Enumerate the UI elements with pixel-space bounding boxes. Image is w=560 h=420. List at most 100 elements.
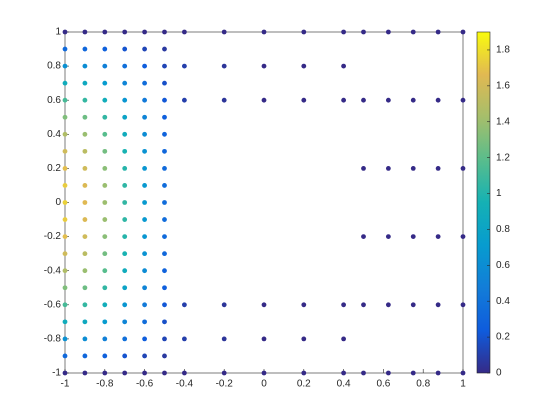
scatter-point (82, 200, 88, 205)
scatter-point (142, 29, 148, 35)
scatter-point (435, 302, 441, 308)
scatter-point (122, 370, 128, 376)
scatter-point (102, 353, 108, 359)
scatter-point (301, 29, 307, 35)
colorbar-tick-label: 1.2 (496, 152, 510, 163)
colorbar-tick-label: 1 (496, 188, 502, 199)
scatter-point (162, 302, 167, 308)
scatter-point (385, 370, 391, 376)
scatter-point (142, 183, 148, 188)
scatter-point (82, 285, 88, 291)
scatter-point (410, 302, 416, 308)
y-tick-label: 0.2 (47, 163, 61, 174)
scatter-point (102, 200, 108, 205)
scatter-point (102, 29, 108, 35)
scatter-point (102, 63, 108, 69)
scatter-point (162, 268, 167, 274)
scatter-point (102, 336, 108, 342)
scatter-point (301, 97, 307, 103)
scatter-point (162, 285, 167, 291)
scatter-point (435, 29, 441, 35)
scatter-point (182, 29, 187, 35)
scatter-point (142, 217, 148, 222)
scatter-point (261, 336, 267, 342)
scatter-point (62, 234, 68, 240)
x-tick-label: -0.8 (96, 379, 114, 390)
scatter-point (142, 131, 148, 137)
scatter-point (435, 370, 441, 376)
scatter-point (341, 302, 346, 308)
scatter-point (142, 63, 148, 69)
scatter-point (261, 63, 267, 69)
scatter-point (341, 63, 346, 69)
scatter-point (62, 131, 68, 137)
scatter-point (142, 319, 148, 325)
scatter-point (122, 217, 128, 222)
scatter-point (82, 217, 88, 222)
scatter-point (142, 302, 148, 308)
scatter-point (361, 370, 366, 376)
scatter-point (221, 370, 227, 376)
colorbar-tick-label: 1.8 (496, 45, 510, 56)
scatter-point (410, 97, 416, 103)
scatter-point (122, 353, 128, 359)
x-tick-label: 0.8 (416, 379, 430, 390)
scatter-point (142, 200, 148, 205)
scatter-point (460, 302, 466, 308)
colorbar-tick-label: 0.6 (496, 260, 510, 271)
scatter-point (62, 97, 68, 103)
scatter-point (62, 63, 68, 69)
scatter-point (122, 148, 128, 154)
x-tick-label: -0.2 (216, 379, 234, 390)
scatter-point (62, 336, 68, 342)
y-tick-label: -1 (52, 368, 61, 379)
x-tick-label: -1 (61, 379, 70, 390)
scatter-point (62, 114, 68, 120)
scatter-point (162, 46, 167, 52)
scatter-point (261, 97, 267, 103)
colorbar-tick-label: 0.4 (496, 296, 510, 307)
scatter-point (122, 114, 128, 120)
scatter-point (142, 353, 148, 359)
scatter-point (162, 63, 167, 69)
scatter-point (162, 148, 167, 154)
scatter-point (102, 268, 108, 274)
y-tick-label: 0.8 (47, 61, 61, 72)
scatter-point (82, 148, 88, 154)
scatter-point (62, 46, 68, 52)
scatter-point (102, 370, 108, 376)
scatter-point (162, 97, 167, 103)
scatter-point (62, 251, 68, 257)
scatter-point (221, 302, 227, 308)
scatter-point (385, 166, 391, 171)
y-tick-label: 0.6 (47, 95, 61, 106)
scatter-point (62, 29, 68, 35)
scatter-point (162, 114, 167, 120)
scatter-point (62, 183, 68, 188)
scatter-point (142, 114, 148, 120)
scatter-point (341, 97, 346, 103)
scatter-point (102, 131, 108, 137)
scatter-point (435, 97, 441, 103)
scatter-point (122, 234, 128, 240)
colorbar-tick-label: 1.4 (496, 116, 510, 127)
scatter-point (301, 336, 307, 342)
scatter-point (162, 336, 167, 342)
scatter-point (122, 131, 128, 137)
scatter-point (182, 302, 187, 308)
scatter-point (162, 234, 167, 240)
y-tick-label: 0 (55, 197, 61, 208)
scatter-point (82, 251, 88, 257)
scatter-point (122, 268, 128, 274)
scatter-point (460, 29, 466, 35)
x-tick-label: 0.6 (376, 379, 390, 390)
y-tick-label: -0.6 (44, 299, 62, 310)
scatter-point (122, 80, 128, 86)
scatter-point (102, 285, 108, 291)
scatter-point (82, 319, 88, 325)
scatter-point (102, 97, 108, 103)
scatter-point (82, 370, 88, 376)
scatter-point (361, 166, 366, 171)
scatter-point (62, 80, 68, 86)
scatter-point (122, 319, 128, 325)
